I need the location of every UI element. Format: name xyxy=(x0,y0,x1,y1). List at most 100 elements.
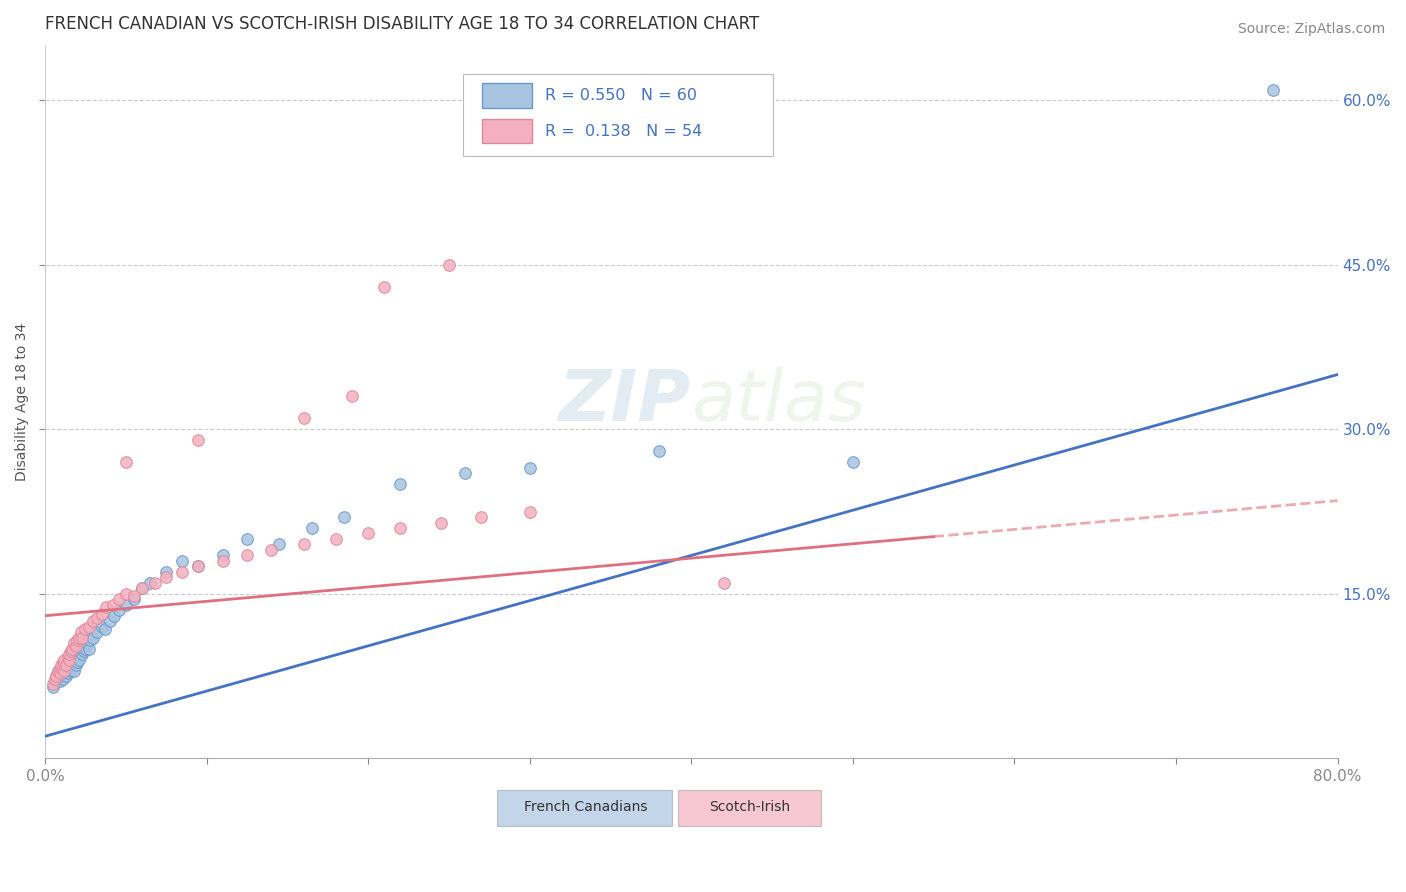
Point xyxy=(187,559,209,574)
Point xyxy=(373,280,395,294)
Point xyxy=(292,537,315,551)
Point xyxy=(430,516,453,530)
Point xyxy=(155,570,177,584)
Text: atlas: atlas xyxy=(692,368,866,436)
Point xyxy=(52,673,75,687)
Point xyxy=(519,460,541,475)
Point xyxy=(76,636,98,650)
Point xyxy=(52,658,75,673)
Point xyxy=(62,641,84,656)
Point xyxy=(67,652,90,666)
Point xyxy=(103,608,125,623)
Point xyxy=(96,599,118,614)
Point xyxy=(65,658,87,673)
Point xyxy=(46,664,69,678)
Point xyxy=(260,543,283,558)
Point xyxy=(44,673,66,687)
Point xyxy=(66,655,89,669)
Point xyxy=(437,258,460,272)
Point xyxy=(42,680,65,694)
Point xyxy=(65,647,87,661)
Point xyxy=(236,549,259,563)
Point xyxy=(94,622,117,636)
Point xyxy=(131,582,153,596)
Point xyxy=(114,587,136,601)
Point xyxy=(1261,82,1284,96)
Point xyxy=(77,641,100,656)
Text: ZIP: ZIP xyxy=(560,368,692,436)
Point xyxy=(49,658,72,673)
Point xyxy=(63,636,86,650)
Point xyxy=(172,554,194,568)
Point xyxy=(86,625,108,640)
Text: R = 0.550   N = 60: R = 0.550 N = 60 xyxy=(546,88,697,103)
Point xyxy=(143,575,166,590)
Point xyxy=(114,598,136,612)
Point xyxy=(48,665,70,680)
Point xyxy=(56,658,79,673)
Point xyxy=(470,510,492,524)
Point xyxy=(46,664,69,678)
Point xyxy=(77,620,100,634)
Point xyxy=(75,641,97,656)
Point xyxy=(69,641,91,656)
Point xyxy=(86,611,108,625)
Point xyxy=(82,614,104,628)
Point xyxy=(63,664,86,678)
Point xyxy=(58,647,80,661)
Point xyxy=(65,640,87,654)
Point xyxy=(82,631,104,645)
Point xyxy=(49,664,72,678)
Point xyxy=(63,650,86,665)
Point xyxy=(53,664,76,678)
Point xyxy=(56,665,79,680)
Text: R =  0.138   N = 54: R = 0.138 N = 54 xyxy=(546,124,703,138)
Point xyxy=(75,622,97,636)
Point xyxy=(45,669,67,683)
Text: FRENCH CANADIAN VS SCOTCH-IRISH DISABILITY AGE 18 TO 34 CORRELATION CHART: FRENCH CANADIAN VS SCOTCH-IRISH DISABILI… xyxy=(45,15,759,33)
Y-axis label: Disability Age 18 to 34: Disability Age 18 to 34 xyxy=(15,323,30,481)
Point xyxy=(648,444,671,458)
Point xyxy=(58,660,80,674)
Point xyxy=(58,652,80,666)
Point xyxy=(66,647,89,661)
Point xyxy=(340,389,363,403)
Point xyxy=(519,505,541,519)
Point xyxy=(67,631,90,645)
Point xyxy=(55,664,77,678)
Point xyxy=(59,664,82,678)
Point xyxy=(56,650,79,665)
Point xyxy=(49,661,72,675)
FancyBboxPatch shape xyxy=(482,119,533,144)
Point xyxy=(114,455,136,469)
Point xyxy=(62,652,84,666)
Text: French Canadians: French Canadians xyxy=(523,800,647,814)
Text: Scotch-Irish: Scotch-Irish xyxy=(709,800,790,814)
Point xyxy=(108,603,131,617)
Point xyxy=(357,526,380,541)
Point xyxy=(211,554,233,568)
Point xyxy=(713,575,735,590)
Point xyxy=(70,647,93,661)
Point xyxy=(101,598,124,612)
Point xyxy=(108,592,131,607)
Point xyxy=(49,669,72,683)
Point xyxy=(139,575,162,590)
Point xyxy=(90,620,112,634)
Point xyxy=(79,632,101,647)
Point xyxy=(55,658,77,673)
Point xyxy=(69,625,91,640)
Point xyxy=(122,589,145,603)
Point xyxy=(172,565,194,579)
Point xyxy=(122,592,145,607)
Point xyxy=(48,674,70,689)
Point xyxy=(842,455,865,469)
Point xyxy=(187,559,209,574)
Point xyxy=(59,644,82,658)
Point xyxy=(44,674,66,689)
Point xyxy=(73,644,96,658)
Point xyxy=(90,607,112,621)
Point xyxy=(236,532,259,546)
Point xyxy=(389,477,412,491)
Point xyxy=(42,676,65,690)
